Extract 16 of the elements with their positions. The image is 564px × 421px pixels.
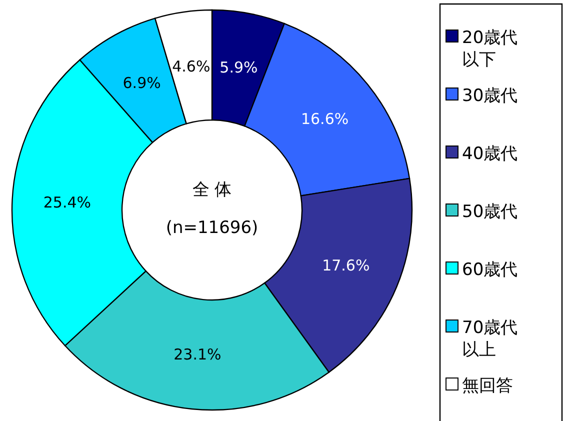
data-label: 17.6%: [322, 256, 370, 275]
data-label: 16.6%: [300, 110, 349, 128]
legend-label: 20歳代以下: [462, 28, 518, 70]
legend-label: 70歳代以上: [462, 318, 518, 360]
legend-label: 30歳代: [462, 86, 518, 106]
legend-label: 無回答: [462, 376, 513, 396]
legend-label: 40歳代: [462, 144, 518, 164]
data-label: 6.9%: [122, 74, 161, 92]
text: 全 体: [192, 180, 232, 200]
data-label: 25.4%: [43, 193, 92, 212]
text: (n=11696): [166, 218, 258, 238]
legend-label: 60歳代: [462, 260, 518, 280]
data-label: 4.6%: [172, 58, 210, 76]
legend-label: 50歳代: [462, 202, 518, 222]
data-label: 5.9%: [220, 58, 258, 76]
data-label: 23.1%: [174, 345, 222, 364]
